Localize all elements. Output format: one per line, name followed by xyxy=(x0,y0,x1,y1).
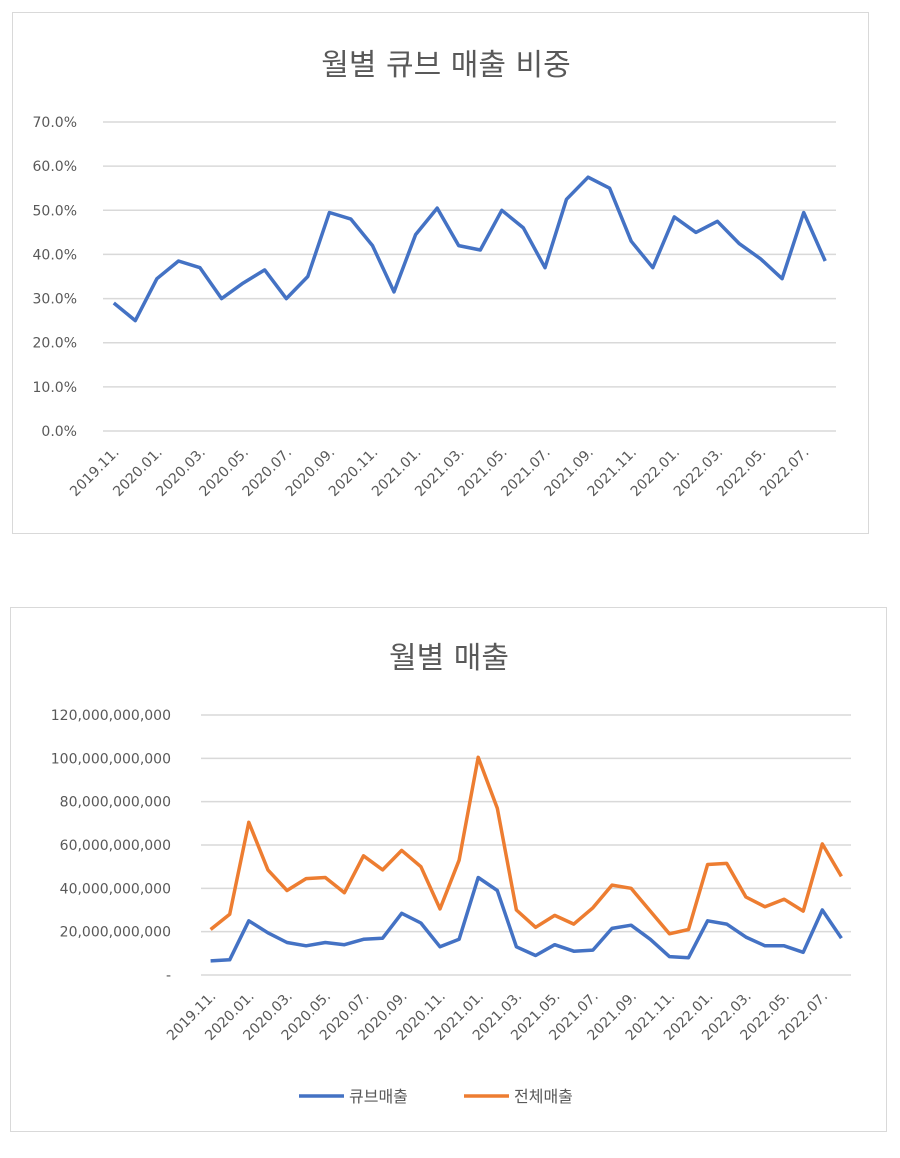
y-tick-label: 60.0% xyxy=(33,159,77,175)
series-line xyxy=(112,175,827,323)
y-tick-label: 50.0% xyxy=(33,203,77,219)
series-line-전체매출 xyxy=(209,755,843,936)
y-tick-label: 120,000,000,000 xyxy=(51,708,171,724)
y-tick-label: 60,000,000,000 xyxy=(60,838,171,854)
y-tick-label: 10.0% xyxy=(33,380,77,396)
chart-cube-share-svg: 월별 큐브 매출 비중 0.0% 10.0% 20.0% 30.0% 40.0% 50.0… xyxy=(33,48,836,500)
legend-label: 전체매출 xyxy=(514,1087,573,1106)
chart-title: 월별 매출 xyxy=(389,641,509,676)
y-tick-label: 80,000,000,000 xyxy=(60,795,171,811)
y-tick-label: - xyxy=(166,968,171,984)
chart-monthly-sales: 월별 매출 - 20,000,000,000 40,000,000,000 60,00… xyxy=(10,607,887,1132)
y-tick-label: 70.0% xyxy=(33,115,77,131)
y-tick-label: 30.0% xyxy=(33,292,77,308)
series-line-큐브매출 xyxy=(210,875,843,963)
chart-monthly-sales-svg: 월별 매출 - 20,000,000,000 40,000,000,000 60,00… xyxy=(51,641,851,1106)
chart-title: 월별 큐브 매출 비중 xyxy=(321,48,570,83)
chart-cube-share: 월별 큐브 매출 비중 0.0% 10.0% 20.0% 30.0% 40.0% 50.0… xyxy=(12,12,869,534)
y-tick-label: 40.0% xyxy=(33,247,77,263)
y-tick-label: 100,000,000,000 xyxy=(51,751,171,767)
y-tick-label: 40,000,000,000 xyxy=(60,881,171,897)
y-tick-label: 20,000,000,000 xyxy=(60,925,171,941)
legend-label: 큐브매출 xyxy=(349,1087,408,1106)
y-tick-label: 20.0% xyxy=(33,336,77,352)
y-tick-label: 0.0% xyxy=(41,424,77,440)
